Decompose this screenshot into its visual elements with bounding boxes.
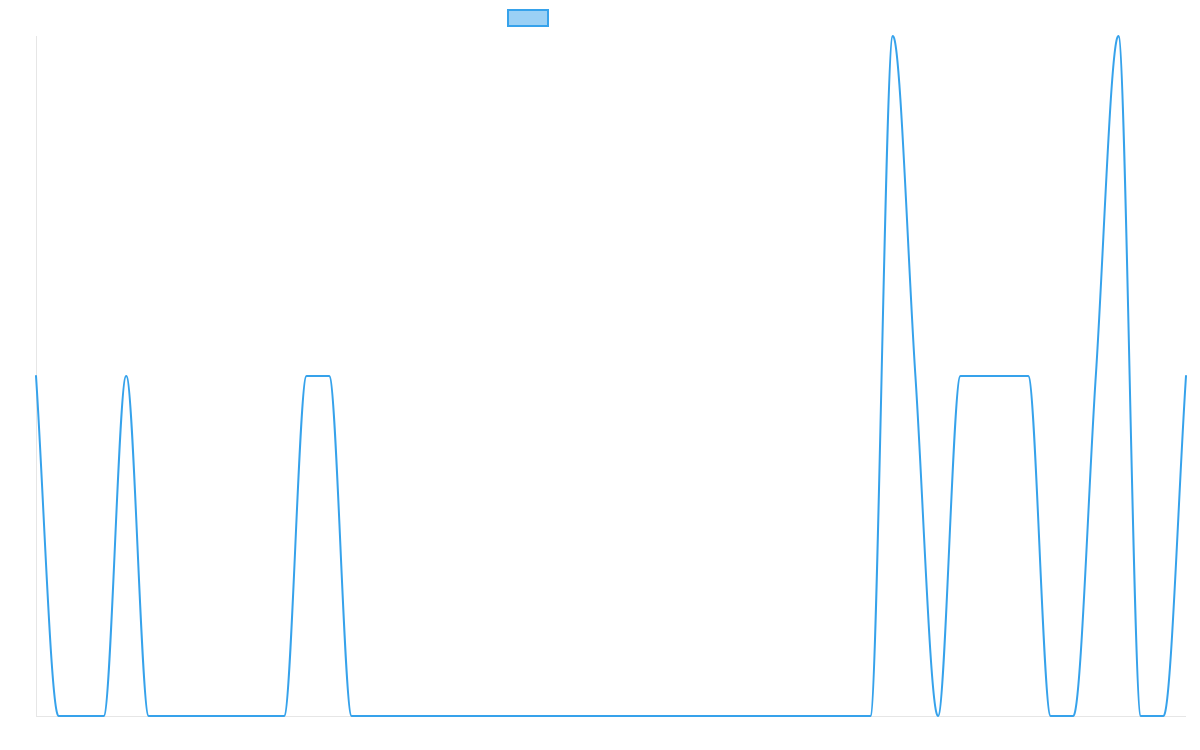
legend-swatch[interactable] [507,9,549,27]
legend[interactable] [507,9,549,27]
series-line-0[interactable] [35,35,1187,717]
series-layer [35,35,1187,717]
